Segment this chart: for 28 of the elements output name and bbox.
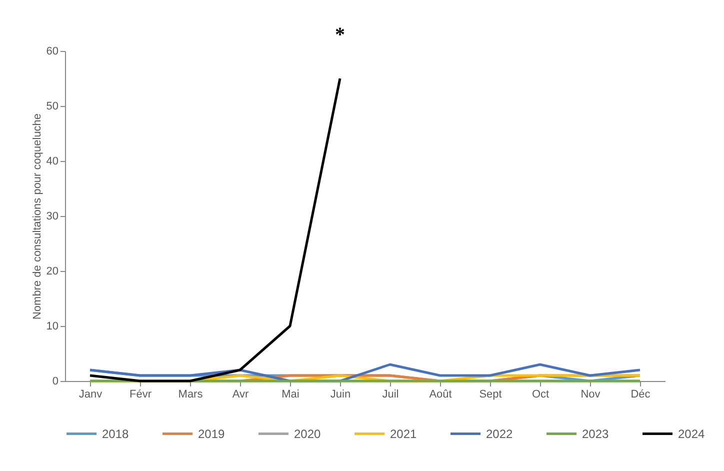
x-tick-label: Juin: [330, 388, 351, 400]
x-tick-label: Déc: [630, 388, 651, 400]
x-tick-label: Avr: [232, 388, 249, 400]
legend-label: 2022: [486, 426, 514, 441]
legend-label: 2021: [390, 426, 418, 441]
legend-label: 2018: [102, 426, 130, 441]
x-tick-label: Mars: [178, 388, 204, 400]
x-tick-label: Janv: [78, 388, 103, 400]
text: *: [335, 24, 345, 46]
legend-label: 2024: [678, 426, 706, 441]
x-tick-label: Juil: [382, 388, 399, 400]
y-tick-label: 50: [46, 100, 58, 112]
y-tick-label: 10: [46, 320, 58, 332]
y-tick-label: 60: [46, 46, 58, 58]
legend-label: 2019: [198, 426, 226, 441]
y-tick-label: 20: [46, 266, 58, 278]
legend-label: 2020: [294, 426, 322, 441]
y-tick-label: 30: [46, 210, 58, 222]
x-tick-label: Nov: [580, 388, 601, 400]
x-tick-label: Févr: [130, 388, 152, 400]
y-tick-label: 0: [52, 376, 58, 388]
x-tick-label: Oct: [532, 388, 550, 400]
x-tick-label: Mai: [282, 388, 300, 400]
x-tick-label: Sept: [479, 388, 502, 400]
legend-label: 2023: [582, 426, 610, 441]
y-axis-title: Nombre de consultations pour coqueluche: [31, 113, 44, 320]
x-tick-label: Août: [429, 388, 452, 400]
y-tick-label: 40: [46, 156, 58, 168]
